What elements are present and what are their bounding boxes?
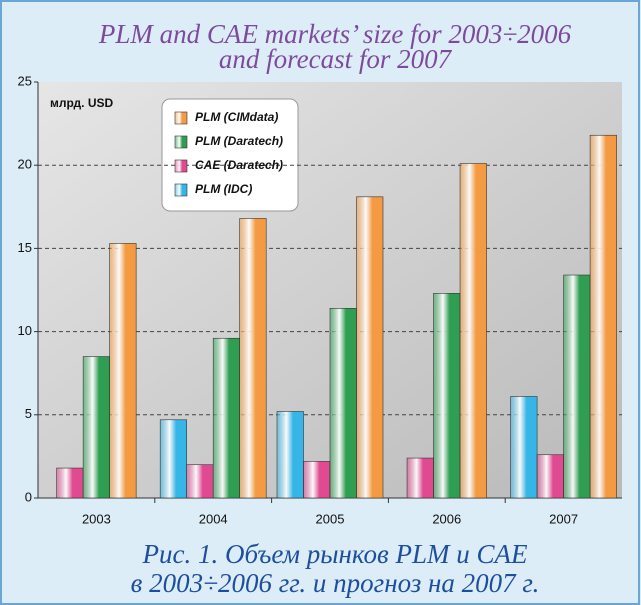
bar xyxy=(276,411,304,499)
legend-label: PLM (IDC) xyxy=(195,182,252,196)
legend-swatch xyxy=(174,159,188,173)
y-tick-label: 0 xyxy=(25,489,32,504)
bar xyxy=(589,134,617,499)
chart-title: PLM and CAE markets’ size for 2003÷2006 xyxy=(98,19,572,49)
bar xyxy=(433,293,461,499)
y-tick-label: 5 xyxy=(25,406,32,421)
legend-label: CAE (Daratech) xyxy=(195,158,283,172)
x-tick-label: 2004 xyxy=(199,511,228,526)
y-tick-label: 15 xyxy=(18,240,32,255)
x-tick-label: 2007 xyxy=(549,511,578,526)
legend-swatch xyxy=(174,111,188,125)
legend-swatch xyxy=(174,135,188,149)
legend-label: PLM (CIMdata) xyxy=(195,110,278,124)
bar xyxy=(109,243,137,499)
bar xyxy=(56,467,84,499)
y-tick-label: 25 xyxy=(18,73,32,88)
bar xyxy=(159,419,187,499)
chart-title: and forecast for 2007 xyxy=(219,44,453,74)
bar xyxy=(563,274,591,499)
bar xyxy=(82,356,110,499)
bar xyxy=(212,337,240,499)
y-tick-label: 20 xyxy=(18,157,32,172)
bar xyxy=(303,461,331,499)
legend-label: PLM (Daratech) xyxy=(195,134,283,148)
bar xyxy=(536,454,564,499)
y-axis-label: млрд. USD xyxy=(50,96,113,110)
caption: Рис. 1. Объем рынков PLM и CAE xyxy=(142,539,528,569)
bar xyxy=(329,308,357,499)
bar xyxy=(459,163,487,499)
y-tick-label: 10 xyxy=(18,323,32,338)
x-tick-label: 2005 xyxy=(316,511,345,526)
bar xyxy=(406,457,434,499)
bar xyxy=(239,218,267,499)
caption: в 2003÷2006 гг. и прогноз на 2007 г. xyxy=(131,568,540,598)
x-tick-label: 2003 xyxy=(82,511,111,526)
legend-swatch xyxy=(174,183,188,197)
bar xyxy=(510,396,538,499)
bar xyxy=(356,196,384,499)
legend xyxy=(161,98,299,212)
bar xyxy=(186,464,214,499)
x-tick-label: 2006 xyxy=(432,511,461,526)
